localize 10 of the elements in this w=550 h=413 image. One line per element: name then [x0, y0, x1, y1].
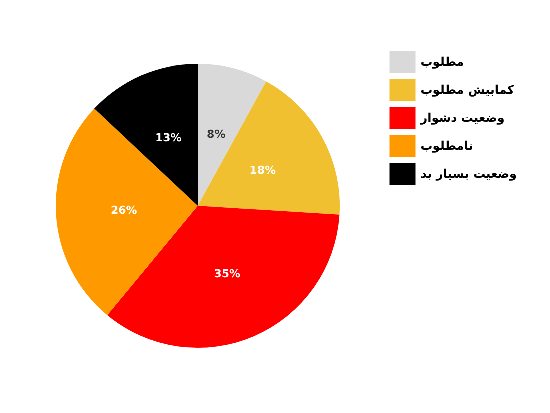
- data-label: 13%: [155, 132, 182, 145]
- data-label: 8%: [207, 128, 226, 141]
- data-label: 35%: [214, 267, 241, 280]
- legend-label: وضعیت دشوار: [420, 111, 505, 125]
- legend-label: وضعیت بسیار بد: [420, 167, 518, 181]
- legend-label: نامطلوب: [420, 139, 474, 153]
- data-label: 26%: [110, 204, 138, 218]
- data-label: 18%: [250, 164, 276, 177]
- legend-label: کمابیش مطلوب: [420, 83, 514, 97]
- legend-label: مطلوب: [420, 55, 464, 69]
